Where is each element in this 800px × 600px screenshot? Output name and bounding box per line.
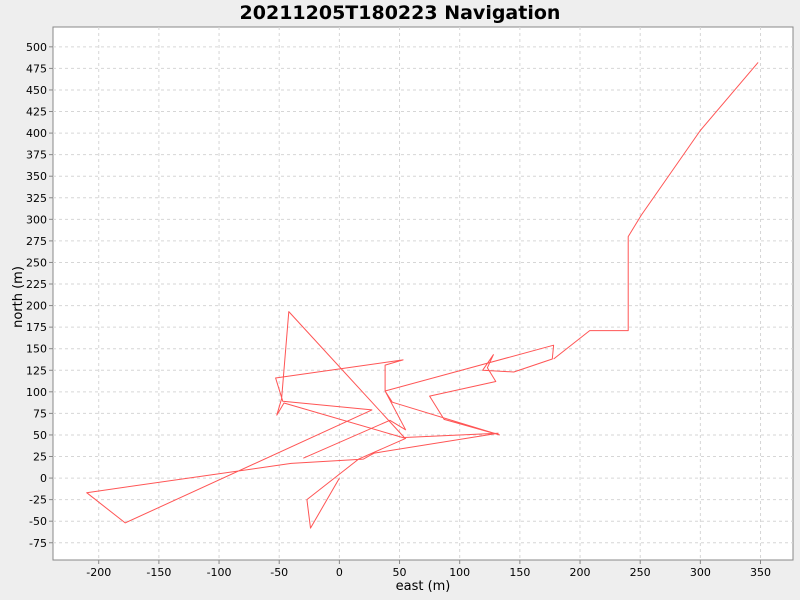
y-tick-label: 0 (40, 472, 47, 485)
y-tick-label: 475 (26, 62, 47, 75)
track-series-line (86, 311, 555, 529)
y-axis-label: north (m) (11, 266, 26, 328)
y-tick-label: 425 (26, 106, 47, 119)
y-tick-label: 250 (26, 256, 47, 269)
y-tick-label: 500 (26, 41, 47, 54)
y-tick-label: 325 (26, 192, 47, 205)
y-tick-label: 100 (26, 386, 47, 399)
y-tick-label: 50 (33, 429, 47, 442)
track-series-line (553, 62, 759, 360)
x-tick-label: 350 (750, 566, 771, 579)
x-axis-label: east (m) (396, 579, 451, 594)
x-axis-ticks: -200 -150 -100 -50 0 50 100 150 200 250 300 350 (86, 560, 771, 579)
x-tick-label: -100 (207, 566, 232, 579)
y-tick-label: 375 (26, 149, 47, 162)
y-tick-label: -75 (29, 537, 47, 550)
y-tick-label: 450 (26, 84, 47, 97)
y-tick-label: 400 (26, 127, 47, 140)
y-tick-label: 150 (26, 343, 47, 356)
x-tick-label: -50 (270, 566, 288, 579)
y-tick-label: 350 (26, 170, 47, 183)
x-tick-label: 0 (336, 566, 343, 579)
chart-title: 20211205T180223 Navigation (240, 2, 561, 24)
series-layer (86, 62, 759, 529)
y-tick-label: -25 (29, 494, 47, 507)
x-tick-label: 300 (690, 566, 711, 579)
x-tick-label: 200 (570, 566, 591, 579)
x-tick-label: -150 (146, 566, 171, 579)
y-tick-label: 125 (26, 364, 47, 377)
y-tick-label: 275 (26, 235, 47, 248)
grid-lines (53, 27, 793, 560)
y-tick-label: 175 (26, 321, 47, 334)
x-tick-label: 100 (449, 566, 470, 579)
y-tick-label: -50 (29, 515, 47, 528)
y-tick-label: 25 (33, 451, 47, 464)
x-tick-label: 50 (393, 566, 407, 579)
y-tick-label: 300 (26, 213, 47, 226)
y-tick-label: 225 (26, 278, 47, 291)
x-tick-label: 250 (630, 566, 651, 579)
y-tick-label: 200 (26, 300, 47, 313)
x-tick-label: 150 (509, 566, 530, 579)
x-tick-label: -200 (86, 566, 111, 579)
plot-area (52, 26, 794, 561)
y-axis-ticks: -75 -50 -25 0 25 50 75 100 125 150 175 200 225 250 275… (26, 41, 53, 550)
y-tick-label: 75 (33, 407, 47, 420)
